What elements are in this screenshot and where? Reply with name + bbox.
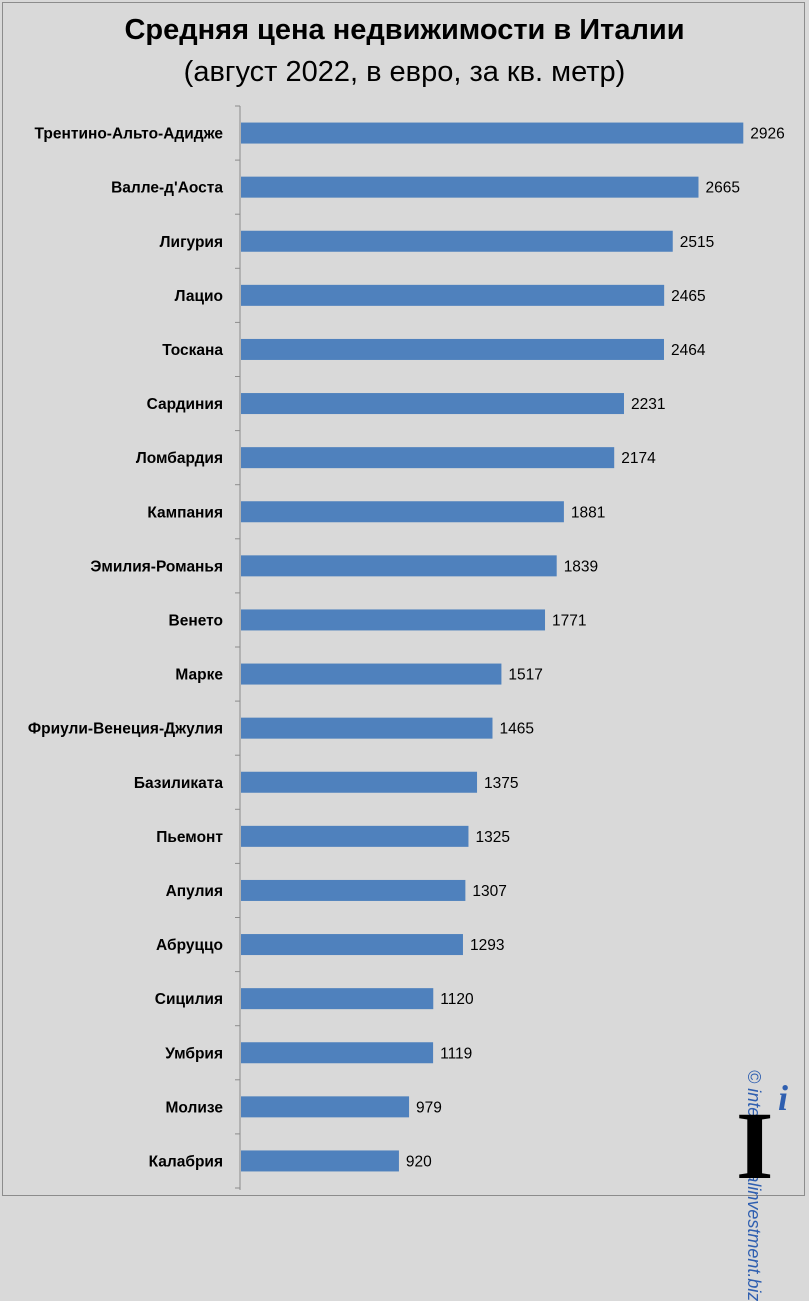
bar	[241, 176, 699, 198]
category-label: Марке	[175, 667, 223, 684]
category-label: Трентино-Альто-Адидже	[35, 126, 224, 143]
data-label: 1293	[470, 937, 504, 954]
bar	[241, 988, 434, 1010]
data-label: 2464	[671, 342, 706, 359]
bar-chart: Трентино-Альто-Адидже 2926 Валле-д'Аоста 26…	[28, 105, 785, 1190]
data-label: 2926	[750, 126, 784, 143]
category-label: Сардиния	[147, 396, 223, 413]
data-label: 1881	[571, 504, 605, 521]
category-label: Венето	[169, 612, 223, 629]
data-label: 2515	[680, 234, 714, 251]
category-label: Фриули-Венеция-Джулия	[28, 721, 223, 738]
bar	[241, 609, 546, 631]
category-label: Эмилия-Романья	[90, 558, 223, 575]
bar	[241, 663, 502, 685]
bar	[241, 717, 493, 739]
category-label: Ломбардия	[136, 450, 223, 467]
bar	[241, 1150, 399, 1172]
bar	[241, 501, 564, 523]
bar	[241, 122, 744, 144]
category-label: Базиликата	[134, 775, 224, 792]
category-label: Пьемонт	[156, 829, 223, 846]
category-label: Тоскана	[162, 342, 223, 359]
data-label: 1771	[552, 612, 586, 629]
category-label: Абруццо	[156, 937, 223, 954]
bar	[241, 338, 664, 360]
data-label: 1120	[440, 991, 474, 1008]
bar	[241, 771, 478, 793]
category-label: Лигурия	[160, 234, 223, 251]
chart-subtitle: (август 2022, в евро, за кв. метр)	[183, 56, 626, 88]
category-label: Сицилия	[155, 991, 223, 1008]
bar	[241, 393, 624, 415]
bar	[241, 825, 469, 847]
data-label: 1375	[484, 775, 518, 792]
data-label: 979	[416, 1099, 442, 1116]
data-label: 1465	[499, 721, 533, 738]
category-label: Молизе	[166, 1099, 224, 1116]
bar	[241, 1042, 434, 1064]
logo-superscript: i	[778, 1078, 789, 1118]
data-label: 1119	[440, 1045, 472, 1062]
category-label: Лацио	[175, 288, 223, 305]
bar	[241, 879, 466, 901]
data-label: 2174	[621, 450, 656, 467]
category-label: Валле-д'Аоста	[111, 180, 223, 197]
data-label: 1839	[564, 558, 598, 575]
data-label: 1517	[508, 667, 542, 684]
data-label: 2465	[671, 288, 705, 305]
bar	[241, 230, 673, 252]
chart-title: Средняя цена недвижимости в Италии	[124, 14, 685, 46]
category-label: Умбрия	[165, 1045, 223, 1062]
category-label: Апулия	[166, 883, 223, 900]
bar	[241, 447, 615, 469]
data-label: 1307	[472, 883, 506, 900]
category-label: Кампания	[147, 504, 223, 521]
bar	[241, 284, 665, 306]
bar	[241, 934, 463, 956]
logo-letter: I	[736, 1092, 774, 1199]
data-label: 2231	[631, 396, 665, 413]
bar	[241, 555, 557, 577]
data-label: 920	[406, 1153, 432, 1170]
category-label: Калабрия	[149, 1153, 223, 1170]
bar	[241, 1096, 410, 1118]
data-label: 1325	[475, 829, 509, 846]
data-label: 2665	[705, 180, 739, 197]
